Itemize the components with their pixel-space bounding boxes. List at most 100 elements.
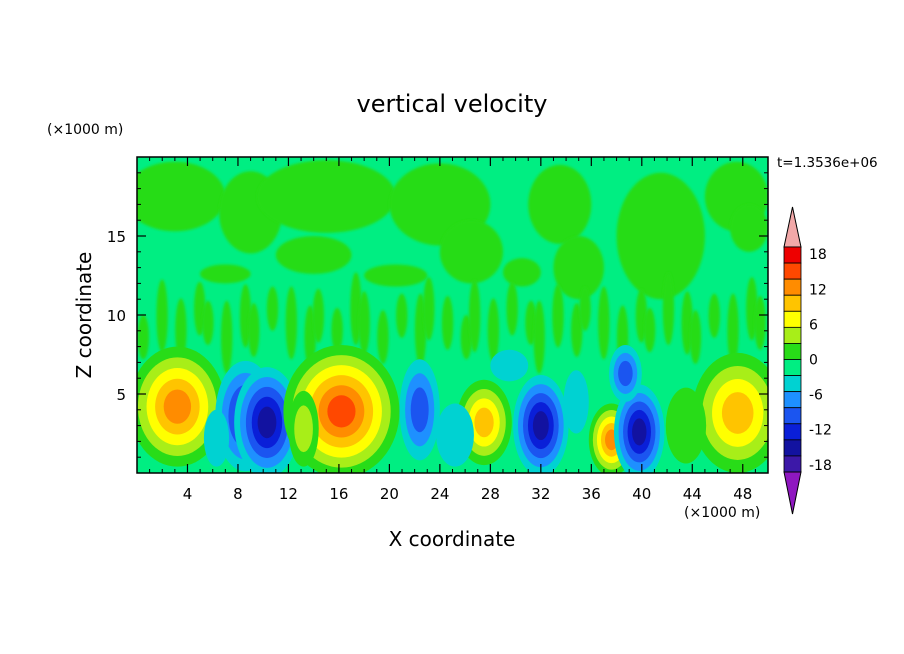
green-patch xyxy=(137,161,226,232)
colorbar-band xyxy=(783,343,802,360)
green-streak xyxy=(331,307,343,353)
colorbar-band xyxy=(783,455,802,473)
green-streak xyxy=(468,279,481,353)
green-streak xyxy=(423,277,435,341)
contour-level xyxy=(294,405,313,453)
green-patch xyxy=(616,172,705,300)
green-streak xyxy=(285,286,298,360)
green-streak xyxy=(156,279,168,353)
green-streak xyxy=(202,300,214,346)
x-tick-label: 36 xyxy=(582,485,601,503)
green-streak xyxy=(754,296,766,350)
green-streak xyxy=(727,293,739,367)
y-unit-label: (×1000 m) xyxy=(47,122,123,138)
green-streak xyxy=(377,310,389,364)
green-patch xyxy=(200,264,251,284)
contour-level xyxy=(721,392,754,434)
x-unit-label: (×1000 m) xyxy=(684,505,760,521)
green-patch xyxy=(528,164,592,244)
colorbar-label: 12 xyxy=(809,282,827,298)
green-streak xyxy=(579,286,591,331)
y-tick-label: 10 xyxy=(107,307,126,325)
contour-level xyxy=(410,387,429,433)
green-patch xyxy=(730,204,768,252)
green-streak xyxy=(552,284,564,348)
x-tick-label: 32 xyxy=(531,485,550,503)
green-streak xyxy=(312,288,325,343)
green-streak xyxy=(441,296,454,350)
colorbar-band xyxy=(783,391,802,409)
colorbar-label: -6 xyxy=(809,388,823,404)
contour-level xyxy=(327,395,356,428)
green-patch xyxy=(256,160,396,233)
green-streak xyxy=(708,293,720,338)
green-patch xyxy=(502,258,541,287)
x-tick-label: 8 xyxy=(233,485,243,503)
green-streak xyxy=(506,281,518,336)
contour-level xyxy=(436,403,474,467)
contour-level xyxy=(490,349,529,382)
green-streak xyxy=(571,303,583,357)
colorbar-band xyxy=(783,375,802,393)
green-streak xyxy=(137,315,149,360)
chart-title: vertical velocity xyxy=(357,90,548,118)
green-patch xyxy=(275,236,352,274)
green-streak xyxy=(533,300,545,374)
contour-level xyxy=(163,389,192,424)
y-tick-label: 15 xyxy=(107,228,126,246)
colorbar-band xyxy=(783,246,802,264)
colorbar-label: -12 xyxy=(809,423,832,439)
green-streak xyxy=(396,293,408,338)
contour-level xyxy=(203,409,230,467)
green-streak xyxy=(358,291,370,355)
green-streak xyxy=(487,298,500,362)
colorbar-over-triangle xyxy=(783,206,802,248)
colorbar-label: 0 xyxy=(809,353,818,369)
contour-level xyxy=(257,406,277,439)
colorbar-band xyxy=(783,310,802,328)
plot-area xyxy=(137,157,768,473)
colorbar-band xyxy=(783,407,802,425)
colorbar-band xyxy=(783,326,802,344)
green-streak xyxy=(221,300,233,374)
contour-level xyxy=(563,370,589,434)
x-tick-label: 48 xyxy=(733,485,752,503)
x-tick-label: 20 xyxy=(380,485,399,503)
contour-level xyxy=(532,411,549,441)
y-tick-label: 5 xyxy=(116,386,126,404)
x-axis: 4 8 12 16 20 24 28 32 36 40 44 48 xyxy=(149,157,756,503)
green-patch xyxy=(364,264,428,287)
colorbar-band xyxy=(783,439,802,457)
colorbar-label: 18 xyxy=(809,247,827,263)
green-streak xyxy=(689,310,702,364)
x-tick-label: 28 xyxy=(481,485,500,503)
colorbar-under-triangle xyxy=(783,471,802,515)
green-streak xyxy=(248,303,260,357)
green-patch xyxy=(553,236,604,300)
colorbar-label: -18 xyxy=(809,458,832,474)
x-tick-label: 12 xyxy=(279,485,298,503)
x-tick-label: 24 xyxy=(430,485,449,503)
colorbar-band xyxy=(783,262,802,280)
x-tick-label: 16 xyxy=(329,485,348,503)
time-label: t=1.3536e+06 xyxy=(777,155,878,171)
x-axis-title: X coordinate xyxy=(389,527,516,551)
colorbar-band xyxy=(783,278,802,296)
velocity-field xyxy=(137,160,768,473)
colorbar-band xyxy=(783,294,802,312)
colorbar: 18 12 6 0 -6 -12 -18 xyxy=(783,206,832,515)
contour-level xyxy=(618,360,633,387)
colorbar-band xyxy=(783,359,802,376)
contour-level xyxy=(665,387,707,464)
green-streak xyxy=(643,307,656,353)
colorbar-label: 6 xyxy=(809,317,818,333)
green-streak xyxy=(598,286,610,360)
x-tick-label: 40 xyxy=(632,485,651,503)
green-streak xyxy=(175,298,187,362)
contour-level xyxy=(632,418,647,446)
green-patch xyxy=(439,220,503,284)
x-tick-label: 44 xyxy=(683,485,702,503)
contour-level xyxy=(474,407,494,438)
green-streak xyxy=(662,272,675,346)
